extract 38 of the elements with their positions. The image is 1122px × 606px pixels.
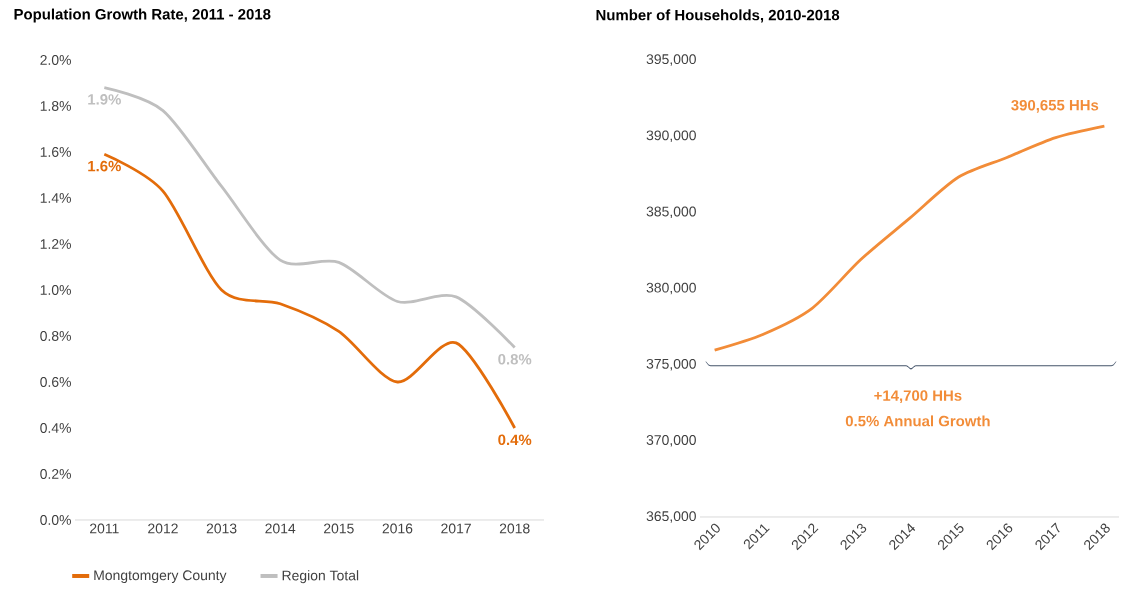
y-tick-label: 380,000 (646, 282, 696, 295)
data-label: 0.4% (498, 434, 532, 446)
y-tick-label: 0.2% (40, 469, 71, 479)
x-tick-label: 2018 (499, 523, 530, 534)
x-tick-label: 2015 (324, 523, 354, 534)
y-tick-label: 0.0% (40, 515, 71, 525)
x-tick-label: 2014 (265, 523, 296, 534)
legend-label: Mongtomgery County (94, 570, 227, 583)
legend-label: Region Total (282, 570, 359, 584)
x-tick-label: 2017 (441, 523, 471, 534)
y-tick-label: 0.4% (40, 423, 71, 433)
data-label: 1.6% (88, 160, 121, 172)
annotation: +14,700 HHs (874, 390, 962, 403)
x-tick-label: 2013 (206, 523, 237, 534)
data-label: 390,655 HHs (1011, 99, 1099, 113)
annotation: 0.5% Annual Growth (845, 415, 990, 427)
y-tick-label: 0.6% (40, 377, 71, 387)
x-tick-label: 2016 (382, 523, 413, 534)
y-tick-label: 1.8% (40, 101, 71, 111)
y-tick-label: 385,000 (646, 206, 696, 219)
y-tick-label: 365,000 (646, 511, 696, 523)
data-label: 1.9% (88, 94, 121, 105)
y-tick-label: 370,000 (646, 435, 696, 447)
y-tick-label: 395,000 (646, 54, 696, 66)
chart-title: Number of Households, 2010-2018 (596, 9, 840, 23)
y-tick-label: 2.0% (40, 55, 71, 65)
line-series (713, 124, 1106, 352)
y-tick-label: 375,000 (646, 358, 696, 371)
y-tick-label: 0.8% (40, 331, 71, 341)
x-tick-label: 2011 (90, 523, 119, 534)
y-tick-label: 1.2% (40, 239, 71, 249)
y-tick-label: 1.0% (40, 285, 71, 295)
x-tick-label: 2012 (148, 523, 178, 534)
y-tick-label: 390,000 (646, 130, 696, 142)
chart-title: Population Growth Rate, 2011 - 2018 (14, 8, 271, 23)
y-tick-label: 1.4% (40, 193, 71, 203)
y-tick-label: 1.6% (40, 147, 71, 157)
data-label: 0.8% (498, 354, 532, 365)
